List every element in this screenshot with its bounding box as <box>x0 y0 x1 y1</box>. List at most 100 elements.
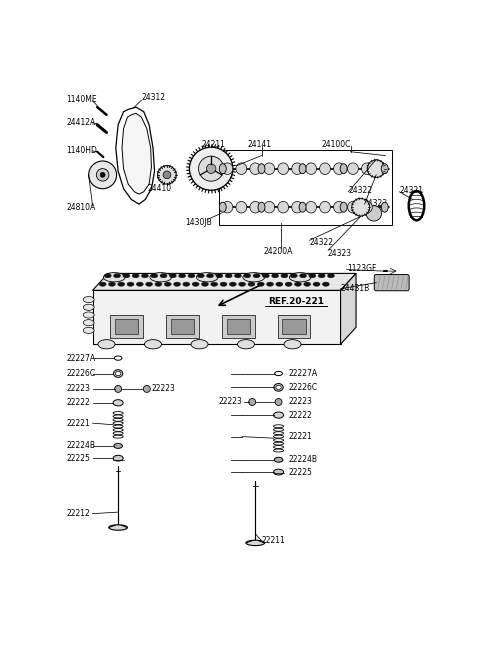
Text: 24200A: 24200A <box>263 248 292 256</box>
Ellipse shape <box>220 282 227 286</box>
Ellipse shape <box>361 163 372 174</box>
Polygon shape <box>340 273 356 345</box>
Ellipse shape <box>381 164 388 174</box>
Text: 22221: 22221 <box>288 432 312 441</box>
Ellipse shape <box>239 282 246 286</box>
Text: 1123GF: 1123GF <box>347 264 376 273</box>
Text: 24431B: 24431B <box>340 284 370 293</box>
Ellipse shape <box>99 282 106 286</box>
Ellipse shape <box>151 274 158 278</box>
Ellipse shape <box>266 282 274 286</box>
Ellipse shape <box>320 163 330 174</box>
Circle shape <box>352 198 370 216</box>
Bar <box>227 319 250 334</box>
Ellipse shape <box>264 202 275 213</box>
Ellipse shape <box>348 202 359 213</box>
Ellipse shape <box>381 202 388 212</box>
Text: 22221: 22221 <box>66 419 90 428</box>
Ellipse shape <box>334 163 345 174</box>
Ellipse shape <box>292 163 302 174</box>
Circle shape <box>96 168 109 181</box>
Ellipse shape <box>150 272 172 282</box>
Ellipse shape <box>327 274 335 278</box>
Text: 24810A: 24810A <box>66 202 96 212</box>
Ellipse shape <box>278 163 288 174</box>
Ellipse shape <box>294 282 301 286</box>
Ellipse shape <box>258 202 265 212</box>
Ellipse shape <box>306 202 316 213</box>
Ellipse shape <box>144 340 162 349</box>
Text: 24312: 24312 <box>142 94 166 102</box>
Circle shape <box>190 147 233 190</box>
Ellipse shape <box>206 274 214 278</box>
Text: 24211: 24211 <box>201 140 225 149</box>
Circle shape <box>89 161 117 189</box>
Ellipse shape <box>83 320 94 326</box>
Ellipse shape <box>104 274 111 278</box>
Ellipse shape <box>236 202 247 213</box>
Ellipse shape <box>145 282 153 286</box>
Ellipse shape <box>299 164 306 174</box>
Ellipse shape <box>250 163 261 174</box>
Ellipse shape <box>114 274 120 278</box>
Ellipse shape <box>98 340 115 349</box>
Ellipse shape <box>264 163 275 174</box>
Ellipse shape <box>197 274 204 278</box>
Ellipse shape <box>306 163 316 174</box>
Ellipse shape <box>243 272 264 282</box>
Ellipse shape <box>276 282 283 286</box>
Ellipse shape <box>115 371 121 375</box>
Ellipse shape <box>238 340 254 349</box>
Circle shape <box>206 164 216 174</box>
Text: 22223: 22223 <box>288 398 312 407</box>
Ellipse shape <box>83 304 94 310</box>
Ellipse shape <box>136 282 144 286</box>
Ellipse shape <box>323 282 329 286</box>
Ellipse shape <box>253 274 260 278</box>
Ellipse shape <box>211 282 218 286</box>
Text: 22226C: 22226C <box>66 369 96 378</box>
Ellipse shape <box>289 272 311 282</box>
Ellipse shape <box>169 274 176 278</box>
Ellipse shape <box>219 164 226 174</box>
Ellipse shape <box>234 274 241 278</box>
Ellipse shape <box>83 297 94 303</box>
Bar <box>222 315 254 338</box>
Ellipse shape <box>222 202 233 213</box>
Circle shape <box>144 385 150 392</box>
Text: 1140HD: 1140HD <box>66 145 97 155</box>
Circle shape <box>367 160 385 178</box>
Text: 22223: 22223 <box>66 384 90 394</box>
Ellipse shape <box>309 274 316 278</box>
Bar <box>282 319 306 334</box>
Ellipse shape <box>290 274 297 278</box>
Ellipse shape <box>113 400 123 406</box>
Bar <box>278 315 311 338</box>
Ellipse shape <box>244 274 251 278</box>
Ellipse shape <box>304 282 311 286</box>
Ellipse shape <box>109 525 127 530</box>
Ellipse shape <box>285 282 292 286</box>
Ellipse shape <box>108 282 115 286</box>
Circle shape <box>366 206 382 221</box>
Polygon shape <box>93 273 356 290</box>
Ellipse shape <box>222 163 233 174</box>
Ellipse shape <box>263 274 269 278</box>
Text: 22211: 22211 <box>262 536 285 545</box>
Ellipse shape <box>348 163 359 174</box>
Ellipse shape <box>225 274 232 278</box>
Ellipse shape <box>274 412 284 418</box>
Bar <box>219 150 392 225</box>
Ellipse shape <box>278 202 288 213</box>
Text: 24322: 24322 <box>310 238 334 247</box>
Text: 24100C: 24100C <box>322 140 351 149</box>
Ellipse shape <box>216 274 223 278</box>
Ellipse shape <box>274 384 283 391</box>
Ellipse shape <box>191 340 208 349</box>
Text: 1140ME: 1140ME <box>66 95 97 104</box>
Bar <box>93 290 340 345</box>
Ellipse shape <box>114 443 122 449</box>
Text: 22222: 22222 <box>66 398 90 407</box>
Ellipse shape <box>258 164 265 174</box>
Text: 24412A: 24412A <box>66 118 96 127</box>
